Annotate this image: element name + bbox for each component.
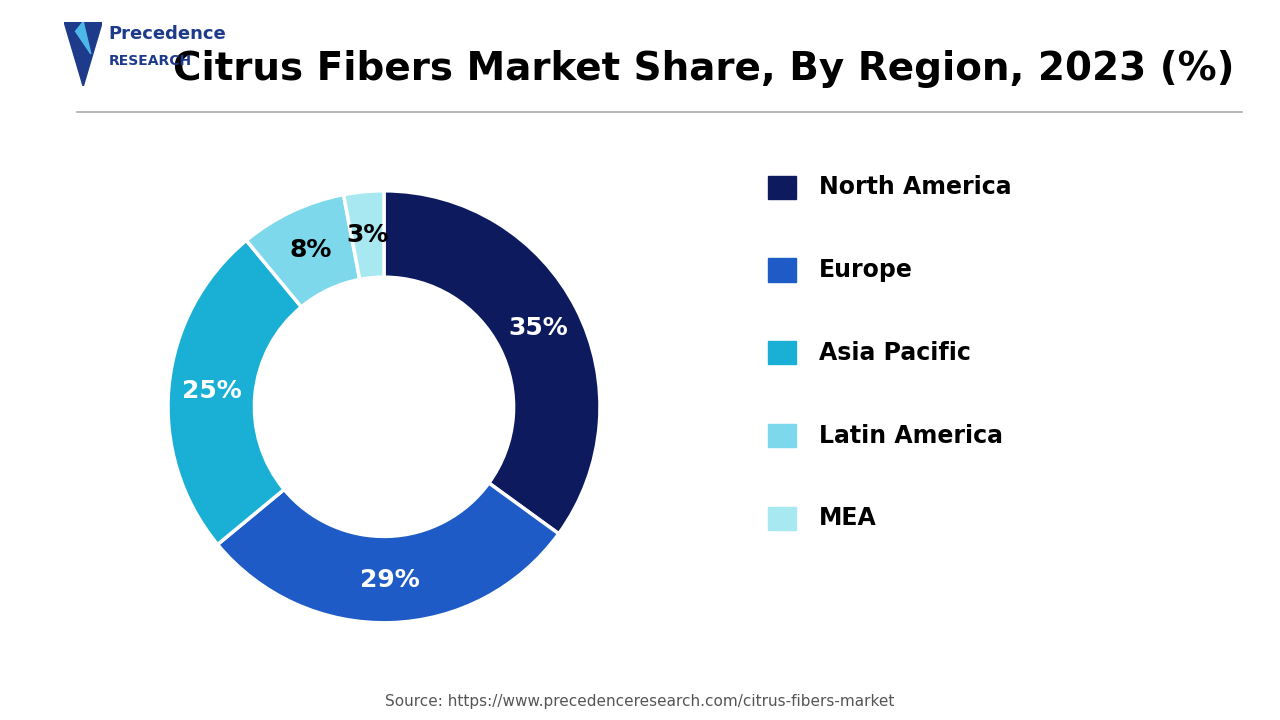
Text: North America: North America [819,175,1011,199]
Text: 25%: 25% [182,379,242,402]
Text: 29%: 29% [360,567,420,592]
Wedge shape [384,191,600,534]
Text: RESEARCH: RESEARCH [109,54,192,68]
Text: 35%: 35% [508,316,568,341]
Wedge shape [168,240,301,544]
Wedge shape [246,194,360,307]
Text: 3%: 3% [347,222,389,247]
Polygon shape [64,22,102,86]
Text: Latin America: Latin America [819,423,1004,448]
Text: Asia Pacific: Asia Pacific [819,341,972,365]
Wedge shape [218,483,559,623]
Wedge shape [343,191,384,279]
Polygon shape [76,22,91,54]
Text: Source: https://www.precedenceresearch.com/citrus-fibers-market: Source: https://www.precedenceresearch.c… [385,694,895,709]
Text: MEA: MEA [819,506,877,531]
Text: Europe: Europe [819,258,913,282]
Text: Citrus Fibers Market Share, By Region, 2023 (%): Citrus Fibers Market Share, By Region, 2… [173,50,1235,89]
Text: 8%: 8% [289,238,332,263]
Text: Precedence: Precedence [109,25,227,43]
